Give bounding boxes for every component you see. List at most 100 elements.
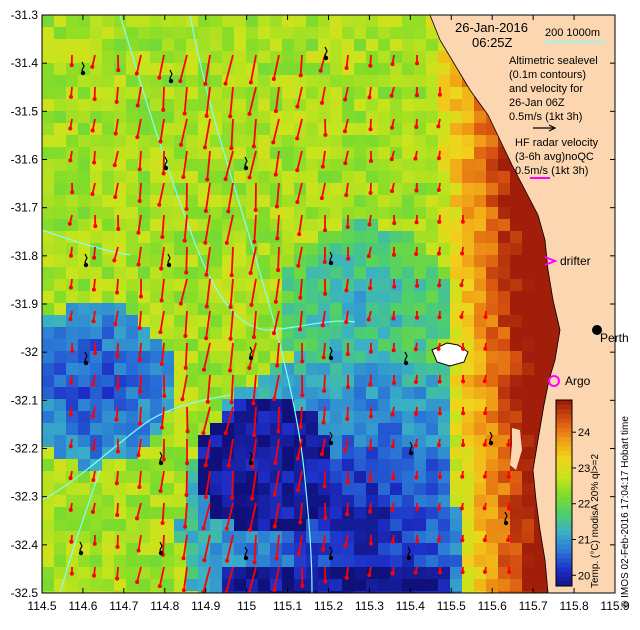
velocity-arrow xyxy=(323,374,326,391)
velocity-arrow xyxy=(297,470,303,491)
velocity-arrow xyxy=(276,182,280,207)
velocity-arrow xyxy=(161,502,165,524)
velocity-arrow xyxy=(297,246,303,266)
velocity-arrow xyxy=(115,406,119,420)
velocity-arrow xyxy=(137,438,142,456)
velocity-arrow xyxy=(136,566,142,583)
velocity-arrow xyxy=(161,406,165,428)
velocity-arrow xyxy=(345,182,349,196)
velocity-arrow xyxy=(182,150,188,178)
velocity-arrow xyxy=(183,214,188,241)
velocity-arrow xyxy=(344,150,349,164)
velocity-arrow xyxy=(253,310,257,338)
colorbar-tick-label: 24 xyxy=(578,427,590,439)
sealevel-contour-c xyxy=(59,469,101,593)
velocity-arrow xyxy=(159,118,165,142)
velocity-arrow xyxy=(277,406,280,432)
altimetry-line-1: Altimetric sealevel xyxy=(509,55,598,67)
velocity-arrow xyxy=(204,214,211,243)
velocity-arrow xyxy=(299,54,303,76)
colorbar: 20 21 22 23 24 Temp. (°C) modisA 20% ql>=2 xyxy=(555,399,601,588)
velocity-arrow xyxy=(252,374,257,404)
velocity-arrow xyxy=(250,278,257,306)
velocity-arrow xyxy=(160,278,165,301)
velocity-arrow xyxy=(179,54,188,82)
velocity-arrow xyxy=(272,118,280,143)
velocity-arrow xyxy=(248,86,257,115)
velocity-arrow xyxy=(135,54,142,74)
altimetry-line-2: (0.1m contours) xyxy=(509,69,586,81)
x-tick-label: 114.6 xyxy=(68,599,97,613)
velocity-arrow xyxy=(138,150,142,170)
perth-label: Perth xyxy=(600,331,629,345)
velocity-arrow xyxy=(116,342,119,357)
x-tick-label: 114.8 xyxy=(150,599,179,613)
velocity-arrow xyxy=(204,54,211,85)
velocity-arrow xyxy=(296,86,303,107)
velocity-arrow xyxy=(274,278,280,302)
rottnest-island xyxy=(431,342,469,367)
colorbar-tick-label: 20 xyxy=(578,570,590,582)
velocity-arrow xyxy=(249,502,257,531)
velocity-arrow xyxy=(224,150,234,180)
x-tick-label: 115.4 xyxy=(396,599,425,613)
velocity-arrow xyxy=(114,118,119,134)
x-tick-label: 115.6 xyxy=(478,599,507,613)
y-tick-label: -31.3 xyxy=(11,8,39,22)
colorbar-tick-label: 23 xyxy=(578,463,590,475)
x-tick-label: 115.5 xyxy=(437,599,466,613)
velocity-arrow xyxy=(229,278,234,308)
x-tick-label: 114.9 xyxy=(191,599,220,613)
velocity-arrow xyxy=(138,470,142,488)
argo-label: Argo xyxy=(565,374,591,388)
colorbar-tick-label: 21 xyxy=(578,535,590,547)
velocity-arrow xyxy=(137,534,142,551)
velocity-arrow xyxy=(114,310,119,325)
x-tick-label: 115.3 xyxy=(355,599,384,613)
velocity-arrow xyxy=(251,470,257,499)
velocity-arrow xyxy=(202,566,211,593)
altimetry-line-4: 26-Jan 06Z xyxy=(509,97,565,109)
velocity-arrow xyxy=(253,534,257,563)
x-tick-label: 115 xyxy=(237,599,256,613)
velocity-arrow xyxy=(248,342,257,369)
sealevel-contour-b xyxy=(42,394,231,501)
altimetry-velocity-arrows xyxy=(67,54,512,593)
velocity-arrow xyxy=(272,54,280,80)
velocity-arrow xyxy=(298,214,303,235)
velocity-arrow xyxy=(116,278,119,293)
velocity-arrow xyxy=(115,86,119,102)
velocity-arrow xyxy=(202,406,211,434)
velocity-arrow xyxy=(231,470,234,498)
velocity-arrow xyxy=(181,374,188,400)
velocity-arrow xyxy=(205,86,211,116)
velocity-arrow xyxy=(158,54,165,78)
velocity-arrow xyxy=(299,278,303,298)
x-tick-label: 114.5 xyxy=(27,599,56,613)
velocity-arrow xyxy=(274,150,280,175)
colorbar-frame xyxy=(555,399,573,587)
velocity-arrow xyxy=(204,438,211,466)
velocity-arrow xyxy=(273,374,280,400)
hf-line-3: 0.5m/s (1kt 3h) xyxy=(515,165,588,177)
velocity-arrow xyxy=(322,342,326,358)
velocity-arrow xyxy=(224,406,234,434)
map-time: 06:25Z xyxy=(472,35,513,50)
velocity-arrow xyxy=(296,182,303,203)
hf-line-2: (3-6h avg)noQC xyxy=(515,151,594,163)
altimetry-line-5: 0.5m/s (1kt 3h) xyxy=(509,111,582,123)
hf-line-1: HF radar velocity xyxy=(515,137,599,149)
x-tick-label: 115.1 xyxy=(273,599,302,613)
velocity-arrow xyxy=(299,310,303,330)
velocity-arrow xyxy=(273,566,280,591)
velocity-arrow xyxy=(345,54,349,69)
velocity-arrow xyxy=(203,342,211,370)
velocity-arrow xyxy=(184,310,188,337)
velocity-arrow xyxy=(322,534,326,550)
sealevel-contour-a xyxy=(42,229,131,256)
velocity-arrow xyxy=(161,534,165,555)
velocity-arrow xyxy=(185,246,188,273)
argo-marker xyxy=(548,375,560,387)
y-tick-label: -32.5 xyxy=(11,586,39,600)
velocity-arrow xyxy=(162,86,165,110)
